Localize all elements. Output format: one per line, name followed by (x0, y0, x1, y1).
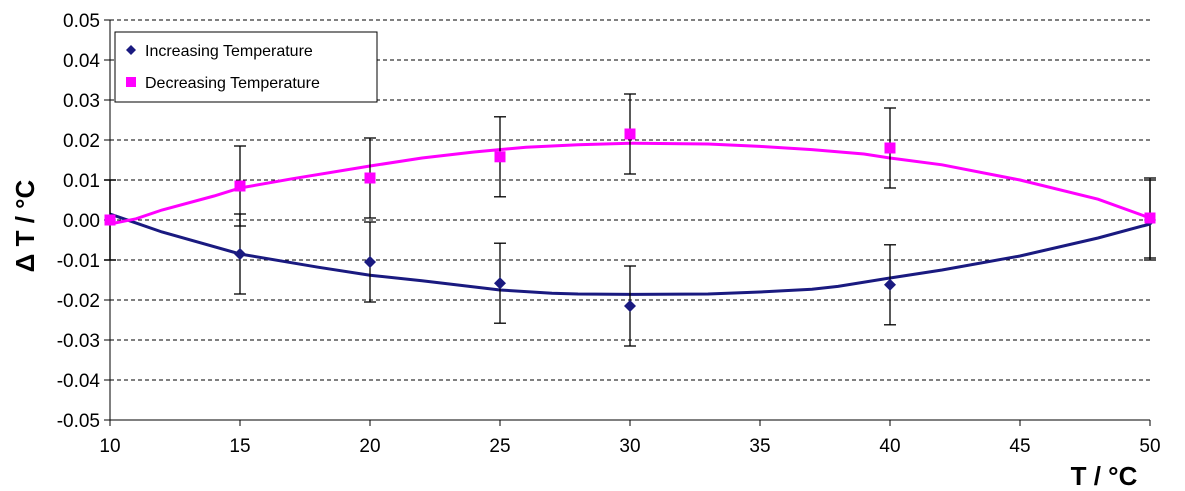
legend-marker-2 (126, 77, 136, 87)
y-tick-label: 0.02 (63, 131, 100, 152)
data-point-diamond (494, 277, 506, 290)
x-tick-label: 50 (1139, 436, 1160, 457)
tick-labels: 0.05 0.04 0.03 0.02 0.01 0.00 -0.01 -0.02 -0.03 -… (57, 11, 1161, 457)
legend-label-2: Decreasing Temperature (145, 75, 320, 92)
x-tick-label: 45 (1009, 436, 1030, 457)
y-tick-label: -0.05 (57, 411, 100, 432)
x-tick-label: 25 (489, 436, 510, 457)
x-tick-label: 35 (749, 436, 770, 457)
data-point-square (494, 151, 506, 163)
y-tick-label: -0.02 (57, 291, 100, 312)
y-tick-label: -0.04 (57, 371, 101, 392)
data-point-square (234, 180, 246, 192)
data-point-square (884, 142, 896, 154)
y-tick-label: 0.05 (63, 11, 100, 32)
data-point-diamond (624, 300, 636, 312)
x-tick-label: 30 (619, 436, 640, 457)
legend-label-1: Increasing Temperature (145, 43, 313, 60)
legend-marker-1 (126, 45, 136, 55)
data-point-square (624, 128, 636, 140)
y-tick-label: 0.03 (63, 91, 100, 112)
fit-line-2 (109, 141, 1151, 226)
y-tick-label: 0.00 (63, 211, 100, 232)
x-tick-label: 40 (879, 436, 900, 457)
data-point-diamond (884, 278, 896, 291)
x-axis-title: T / °C (1071, 461, 1138, 491)
data-point-square (104, 214, 116, 226)
legend-box (114, 31, 378, 103)
series-layer (104, 93, 1156, 347)
data-point-square (364, 172, 376, 184)
x-tick-label: 20 (359, 436, 380, 457)
x-tick-label: 10 (99, 436, 120, 457)
x-tick-label: 15 (229, 436, 250, 457)
data-point-diamond (364, 256, 376, 268)
y-tick-label: 0.01 (63, 171, 100, 192)
y-tick-label: -0.01 (57, 251, 100, 272)
y-tick-label: 0.04 (63, 51, 100, 72)
y-axis-title: Δ T / °C (10, 179, 40, 272)
data-point-diamond (234, 248, 246, 260)
legend: Increasing Temperature Decreasing Tempera… (114, 31, 378, 103)
y-tick-label: -0.03 (57, 331, 100, 352)
data-point-square (1144, 212, 1156, 224)
